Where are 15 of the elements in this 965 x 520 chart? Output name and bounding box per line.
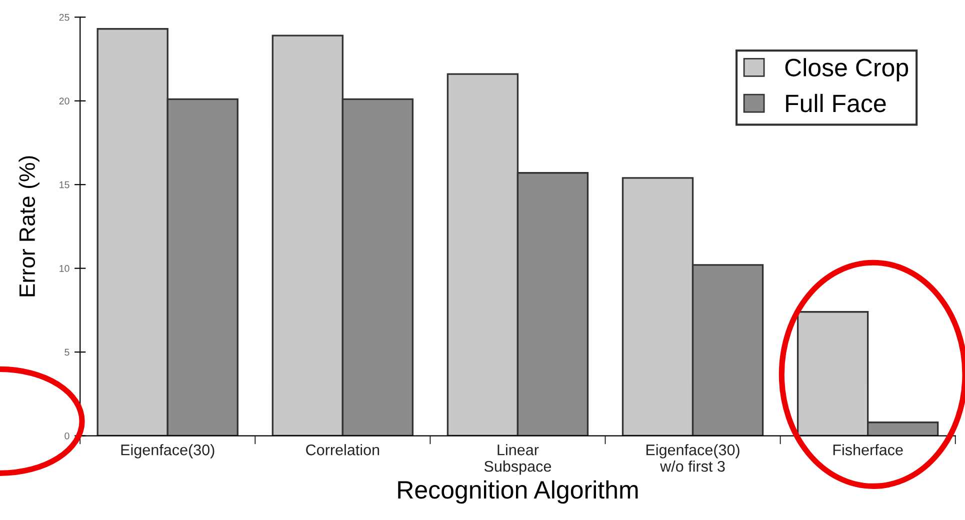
y-tick-label: 0 — [64, 432, 70, 440]
x-tick-label: Correlation — [306, 444, 380, 456]
y-tick-label: 25 — [59, 14, 70, 21]
x-tick-label: Fisherface — [833, 444, 903, 456]
y-tick-label: 20 — [59, 98, 70, 104]
y-tick-label: 15 — [60, 181, 70, 188]
x-tick-label: Eigenface(30) — [121, 444, 214, 458]
legend-label: Close Crop — [785, 58, 908, 82]
y-tick-label: 10 — [60, 265, 70, 272]
x-tick-label: Linear Subspace — [484, 444, 552, 475]
y-axis-title: Error Rate (%) — [18, 156, 40, 296]
x-axis-title: Recognition Algorithm — [398, 480, 638, 504]
x-tick-label: Eigenface(30) w/o first 3 — [646, 444, 740, 472]
legend-label: Full Face — [786, 94, 886, 112]
y-tick-label: 5 — [64, 348, 70, 356]
